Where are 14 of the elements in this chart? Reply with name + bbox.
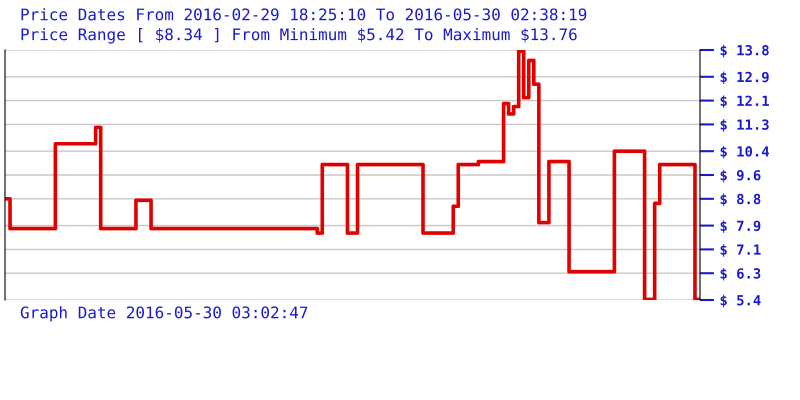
text: Graph Date 2016-05-30 03:02:47: [20, 306, 308, 322]
y-tick-label: $ 12.1: [720, 95, 769, 108]
y-tick-label: $ 7.1: [720, 244, 761, 257]
chart-subtitle: Price Range [ $8.34 ] From Minimum $5.42 To Maximum $13.76: [22, 28, 577, 44]
chart-title: Price Dates From 2016-02-29 18:25:10 To 2016-05-30 02:38:19: [22, 8, 586, 20]
y-tick-label: $ 8.8: [720, 194, 760, 206]
y-tick-label: $ 10.4: [720, 146, 769, 159]
y-tick-label: $ 12.9: [720, 72, 769, 84]
y-tick-label: $ 6.3: [720, 268, 760, 281]
y-tick-label: $ 5.4: [720, 294, 761, 308]
y-tick-label: $ 13.8: [720, 44, 769, 58]
y-tick-label: $ 7.9: [720, 220, 760, 233]
y-tick-label: $ 11.3: [720, 119, 769, 132]
y-tick-label: $ 9.6: [720, 170, 760, 182]
